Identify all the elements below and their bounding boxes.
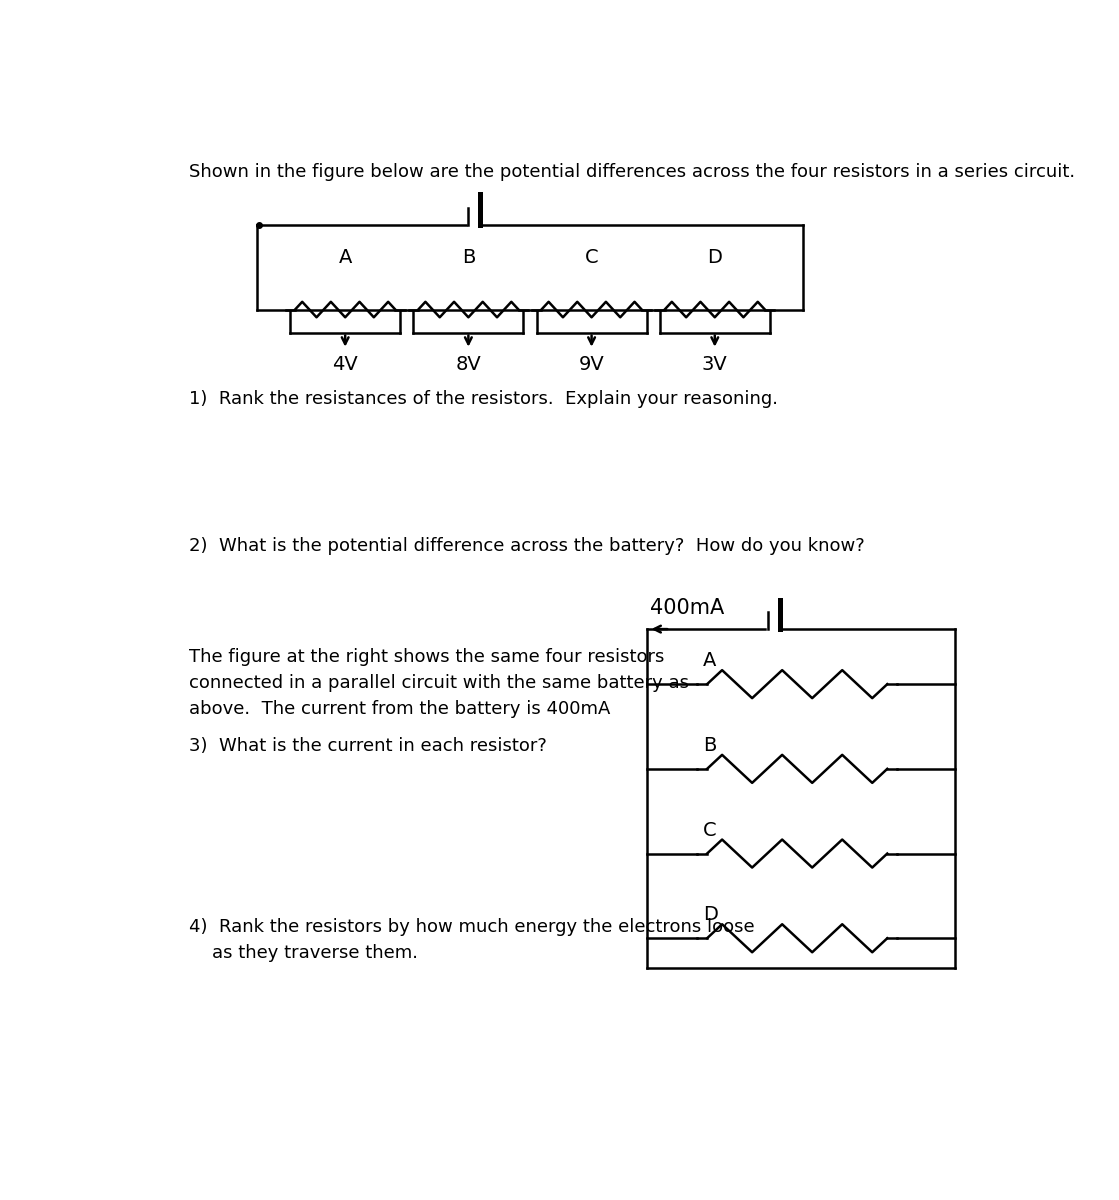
Text: 1)  Rank the resistances of the resistors.  Explain your reasoning.: 1) Rank the resistances of the resistors…: [189, 390, 778, 408]
Text: C: C: [585, 248, 599, 268]
Text: The figure at the right shows the same four resistors
connected in a parallel ci: The figure at the right shows the same f…: [189, 648, 689, 718]
Text: 9V: 9V: [579, 355, 604, 374]
Text: D: D: [703, 905, 718, 924]
Text: B: B: [703, 736, 716, 755]
Text: 3V: 3V: [702, 355, 727, 374]
Text: 4V: 4V: [332, 355, 358, 374]
Text: Shown in the figure below are the potential differences across the four resistor: Shown in the figure below are the potent…: [189, 163, 1075, 181]
Text: A: A: [338, 248, 351, 268]
Text: 8V: 8V: [455, 355, 481, 374]
Text: C: C: [703, 821, 717, 840]
Text: 4)  Rank the resistors by how much energy the electrons loose
    as they traver: 4) Rank the resistors by how much energy…: [189, 918, 754, 961]
Text: A: A: [703, 652, 716, 671]
Text: 3)  What is the current in each resistor?: 3) What is the current in each resistor?: [189, 737, 547, 755]
Text: 400mA: 400mA: [650, 598, 724, 618]
Text: 2)  What is the potential difference across the battery?  How do you know?: 2) What is the potential difference acro…: [189, 536, 865, 554]
Text: D: D: [707, 248, 722, 268]
Text: B: B: [462, 248, 476, 268]
